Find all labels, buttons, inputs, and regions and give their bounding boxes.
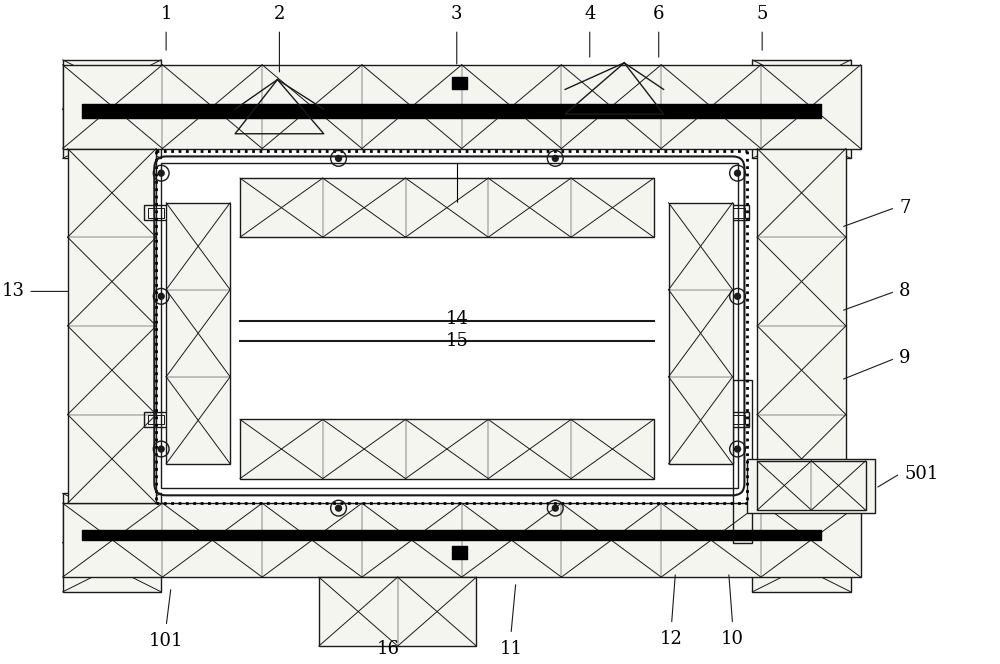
- Text: 4: 4: [584, 5, 595, 23]
- Bar: [144, 205, 168, 220]
- Bar: [752, 493, 851, 592]
- Bar: [726, 412, 749, 428]
- Bar: [161, 163, 738, 489]
- Bar: [757, 461, 866, 510]
- Bar: [726, 205, 749, 220]
- Text: 501: 501: [904, 465, 938, 483]
- Bar: [730, 414, 745, 424]
- Bar: [240, 420, 654, 479]
- Text: 10: 10: [721, 630, 744, 648]
- Bar: [144, 412, 168, 428]
- Bar: [68, 149, 156, 503]
- Bar: [669, 203, 733, 463]
- Text: 101: 101: [149, 632, 183, 650]
- Text: 15: 15: [445, 331, 468, 350]
- Bar: [63, 493, 161, 592]
- Bar: [166, 203, 230, 463]
- Circle shape: [735, 446, 740, 452]
- Text: 12: 12: [660, 630, 683, 648]
- Circle shape: [336, 505, 341, 511]
- Text: 3: 3: [451, 5, 463, 23]
- Text: 14: 14: [445, 310, 468, 328]
- Text: 1: 1: [160, 5, 172, 23]
- Circle shape: [336, 155, 341, 161]
- Text: 16: 16: [376, 640, 399, 658]
- Text: 7: 7: [899, 199, 910, 216]
- Text: 11: 11: [499, 640, 522, 658]
- Bar: [148, 208, 164, 218]
- Text: 13: 13: [1, 282, 24, 300]
- Bar: [148, 414, 164, 424]
- Bar: [747, 459, 875, 513]
- Circle shape: [158, 170, 164, 176]
- Circle shape: [552, 505, 558, 511]
- Bar: [730, 208, 745, 218]
- Circle shape: [735, 293, 740, 299]
- Text: 5: 5: [756, 5, 768, 23]
- Bar: [63, 503, 861, 577]
- Text: 8: 8: [899, 282, 911, 300]
- Bar: [752, 60, 851, 159]
- Bar: [319, 577, 476, 646]
- Bar: [63, 60, 161, 159]
- Bar: [240, 178, 654, 237]
- Circle shape: [158, 293, 164, 299]
- Bar: [63, 65, 861, 149]
- Text: 9: 9: [899, 349, 911, 367]
- Circle shape: [158, 446, 164, 452]
- Text: 2: 2: [274, 5, 285, 23]
- Bar: [733, 380, 752, 542]
- Circle shape: [552, 155, 558, 161]
- Circle shape: [735, 170, 740, 176]
- Bar: [757, 149, 846, 503]
- Text: 6: 6: [653, 5, 664, 23]
